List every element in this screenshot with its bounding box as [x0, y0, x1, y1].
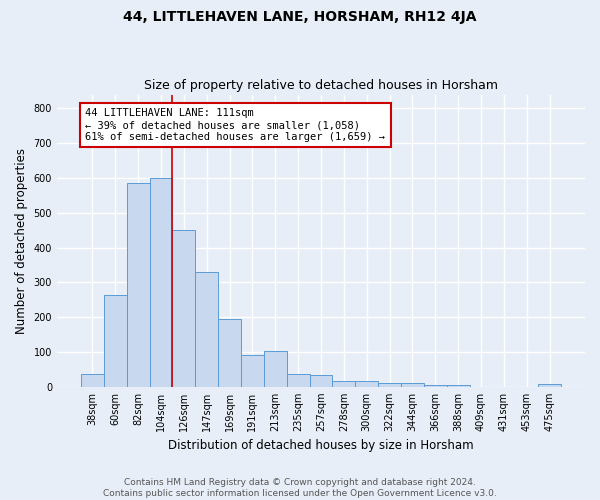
Bar [195, 272, 218, 387]
Bar [401, 384, 424, 387]
Bar [81, 374, 104, 387]
Bar [264, 351, 287, 387]
Text: Contains HM Land Registry data © Crown copyright and database right 2024.
Contai: Contains HM Land Registry data © Crown c… [103, 478, 497, 498]
Bar [127, 184, 149, 387]
Bar [241, 355, 264, 387]
Bar [446, 384, 470, 387]
Text: 44 LITTLEHAVEN LANE: 111sqm
← 39% of detached houses are smaller (1,058)
61% of : 44 LITTLEHAVEN LANE: 111sqm ← 39% of det… [85, 108, 385, 142]
Bar [172, 230, 195, 387]
Bar [424, 384, 446, 387]
Bar [355, 381, 378, 387]
Bar [332, 381, 355, 387]
Text: 44, LITTLEHAVEN LANE, HORSHAM, RH12 4JA: 44, LITTLEHAVEN LANE, HORSHAM, RH12 4JA [123, 10, 477, 24]
Bar [538, 384, 561, 387]
Bar [287, 374, 310, 387]
Bar [218, 319, 241, 387]
Bar [378, 384, 401, 387]
X-axis label: Distribution of detached houses by size in Horsham: Distribution of detached houses by size … [168, 440, 474, 452]
Title: Size of property relative to detached houses in Horsham: Size of property relative to detached ho… [144, 79, 498, 92]
Y-axis label: Number of detached properties: Number of detached properties [15, 148, 28, 334]
Bar [310, 376, 332, 387]
Bar [104, 294, 127, 387]
Bar [149, 178, 172, 387]
